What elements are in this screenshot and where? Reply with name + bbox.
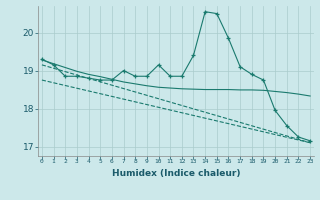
X-axis label: Humidex (Indice chaleur): Humidex (Indice chaleur): [112, 169, 240, 178]
